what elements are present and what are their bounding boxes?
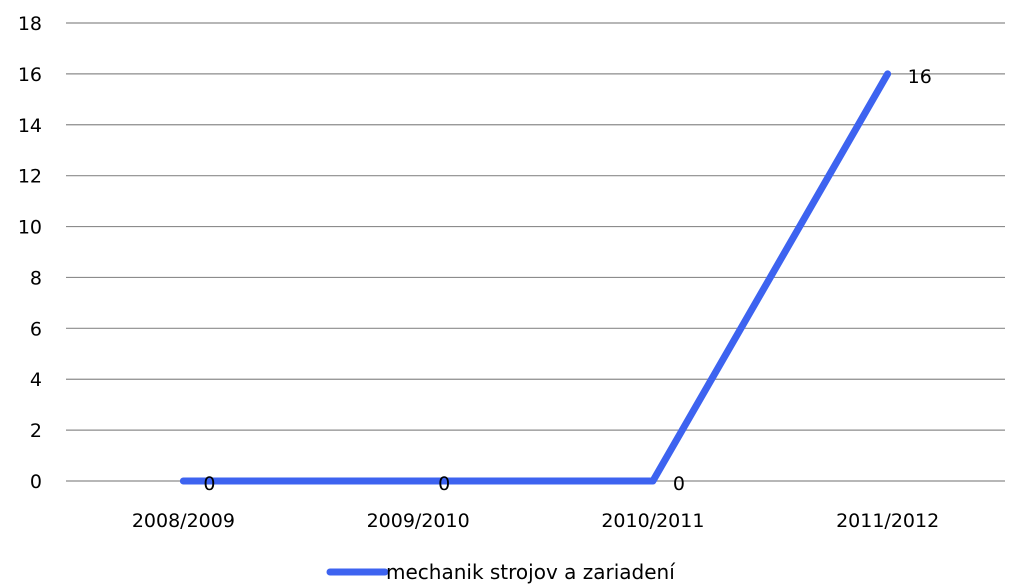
series-lines [179,70,892,485]
y-tick-label: 0 [30,471,42,493]
x-category-label: 2008/2009 [132,510,235,532]
y-tick-label: 8 [30,267,42,289]
y-tick-label: 6 [30,318,42,340]
y-axis-tick-labels: 0 2 4 6 8 10 12 14 16 18 [18,13,42,493]
y-tick-label: 14 [18,115,42,137]
y-tick-label: 16 [18,64,42,86]
data-label: 0 [203,473,215,495]
x-category-label: 2009/2010 [367,510,470,532]
data-label: 0 [438,473,450,495]
y-tick-label: 10 [18,217,42,239]
data-label: 0 [673,473,685,495]
series-line [179,70,892,485]
y-tick-label: 2 [30,420,42,442]
x-axis-category-labels: 2008/2009 2009/2010 2010/2011 2011/2012 [132,510,939,532]
y-tick-label: 4 [30,369,42,391]
data-label: 16 [908,66,932,88]
y-tick-label: 12 [18,166,42,188]
data-labels: 0 0 0 16 [203,66,931,495]
y-tick-label: 18 [18,13,42,35]
legend-series-label: mechanik strojov a zariadení [386,560,676,584]
legend: mechanik strojov a zariadení [326,560,676,584]
x-category-label: 2010/2011 [601,510,704,532]
x-category-label: 2011/2012 [836,510,939,532]
gridlines [66,22,1005,482]
